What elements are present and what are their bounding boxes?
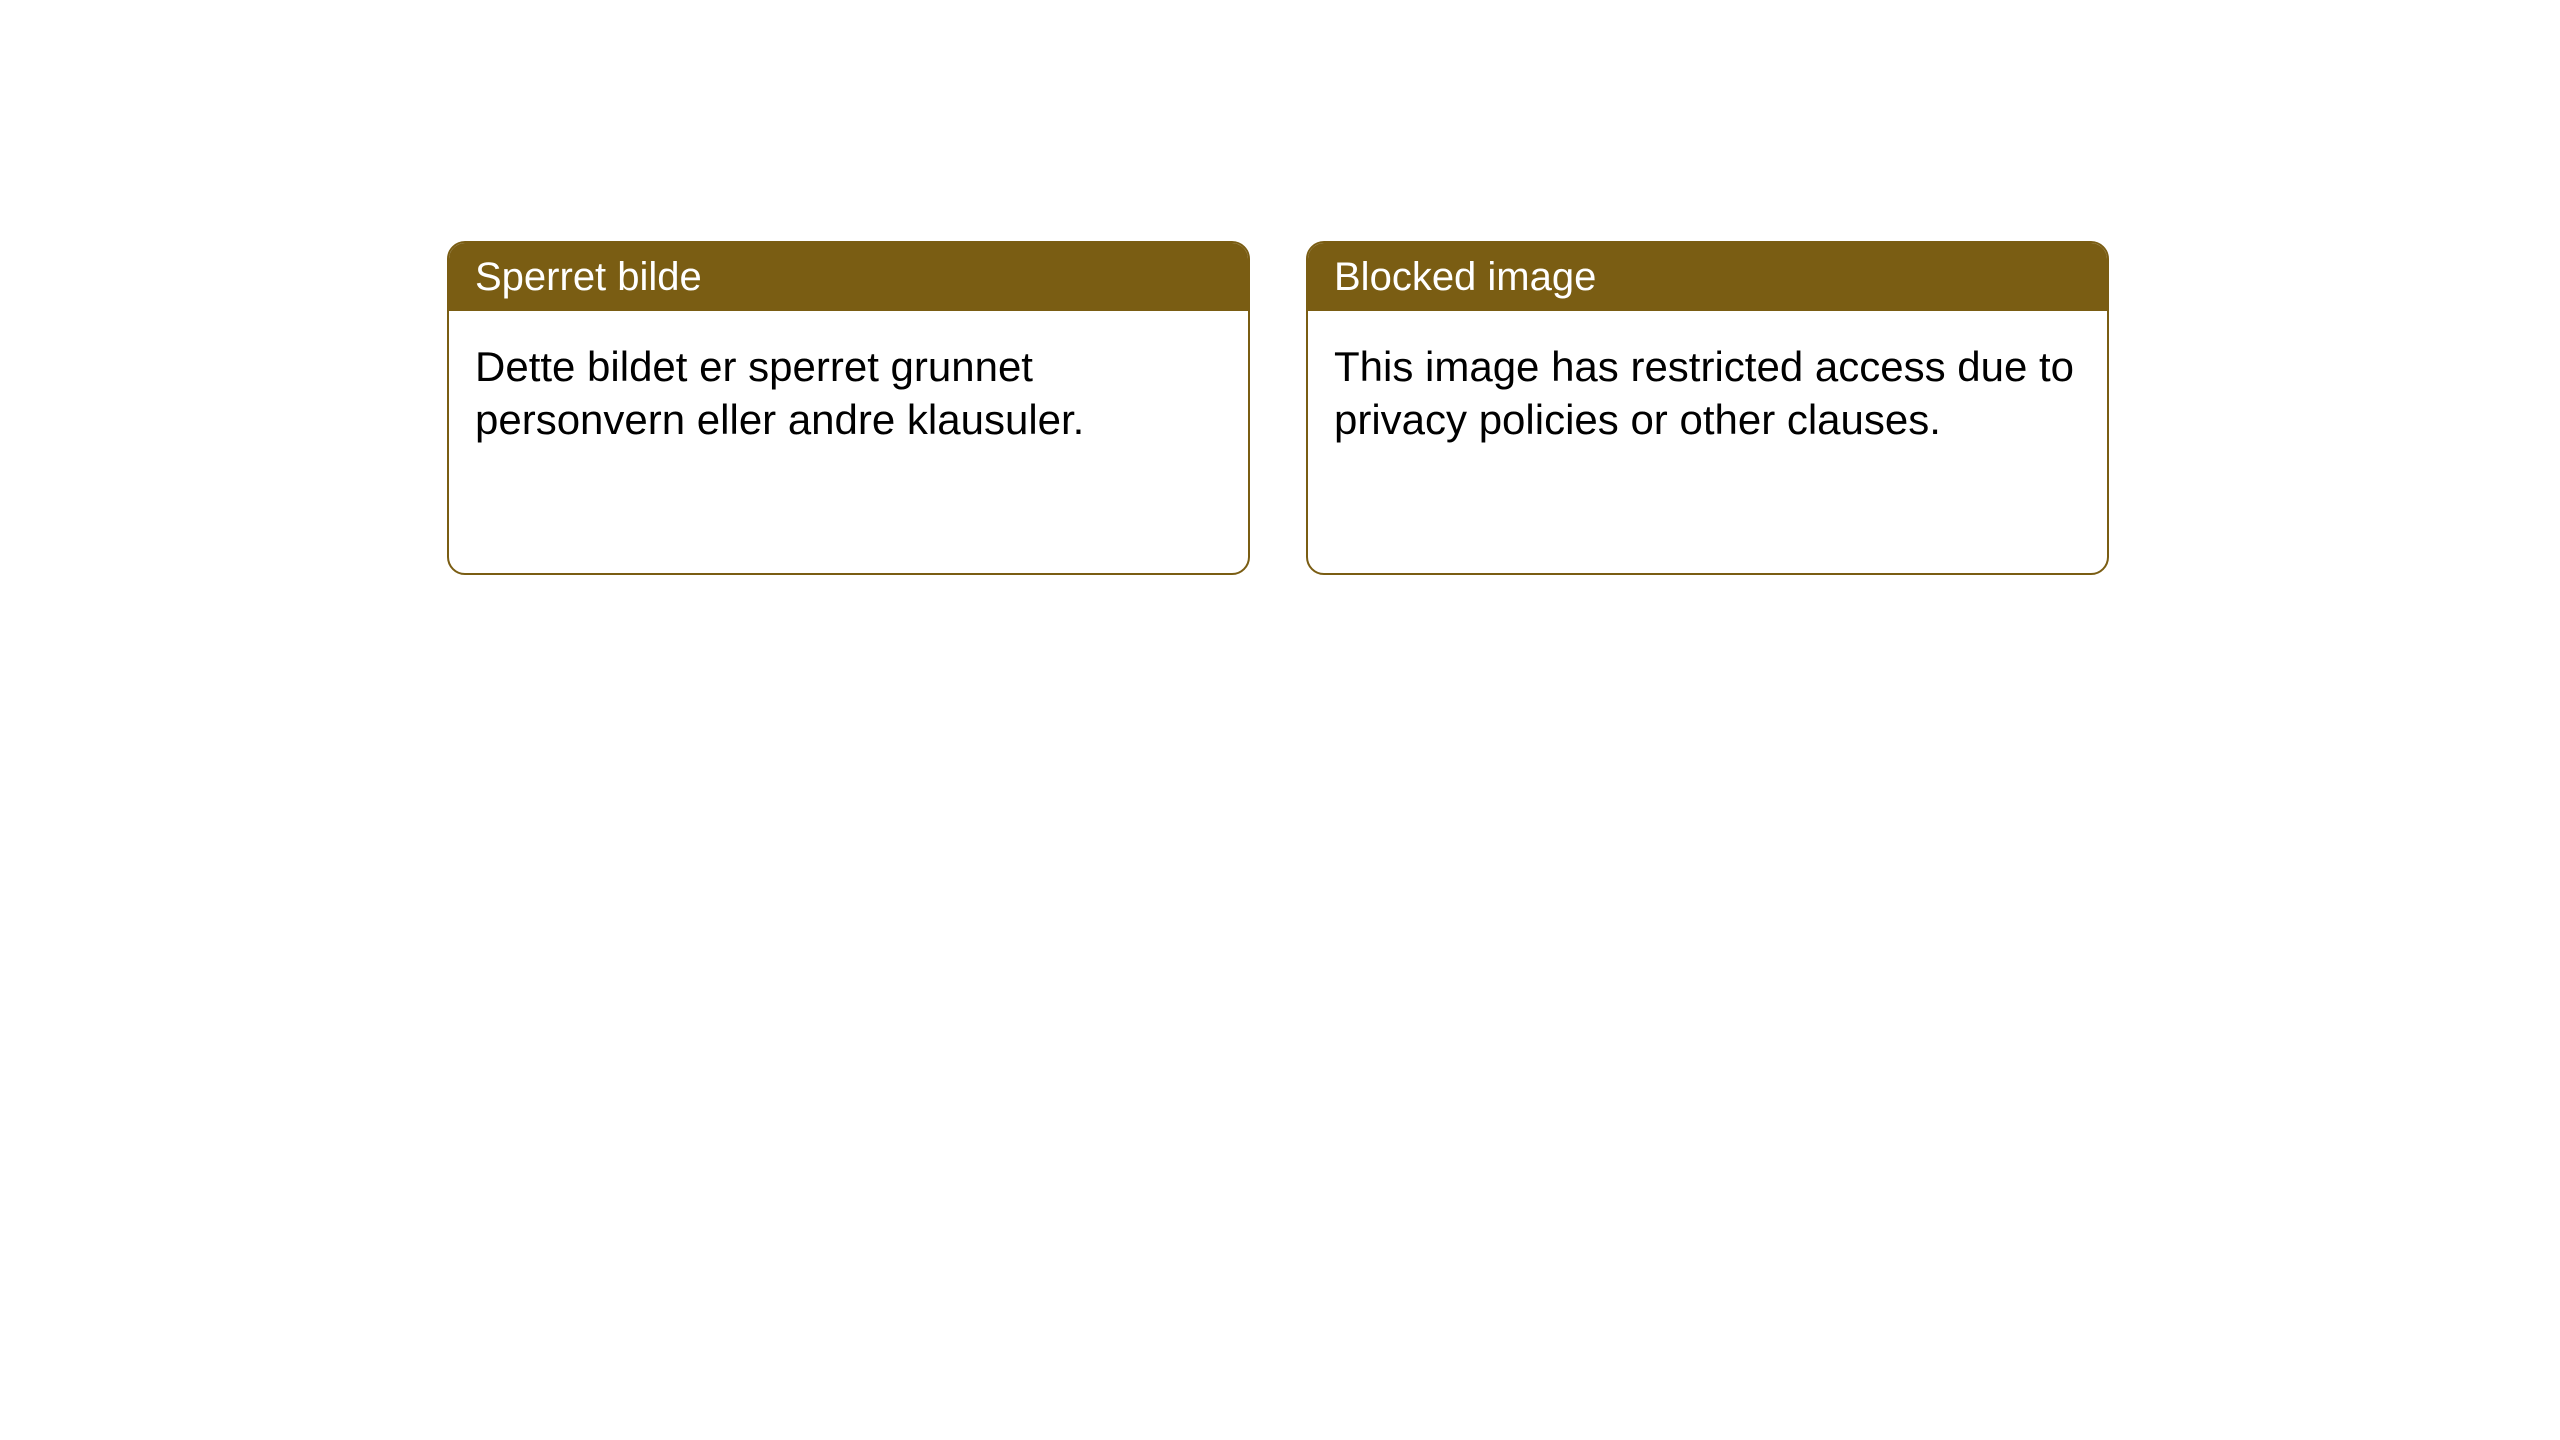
notice-title-english: Blocked image bbox=[1308, 243, 2107, 311]
notice-body-english: This image has restricted access due to … bbox=[1308, 311, 2107, 476]
notice-container: Sperret bilde Dette bildet er sperret gr… bbox=[0, 0, 2560, 575]
notice-title-norwegian: Sperret bilde bbox=[449, 243, 1248, 311]
notice-card-norwegian: Sperret bilde Dette bildet er sperret gr… bbox=[447, 241, 1250, 575]
notice-card-english: Blocked image This image has restricted … bbox=[1306, 241, 2109, 575]
notice-body-norwegian: Dette bildet er sperret grunnet personve… bbox=[449, 311, 1248, 476]
